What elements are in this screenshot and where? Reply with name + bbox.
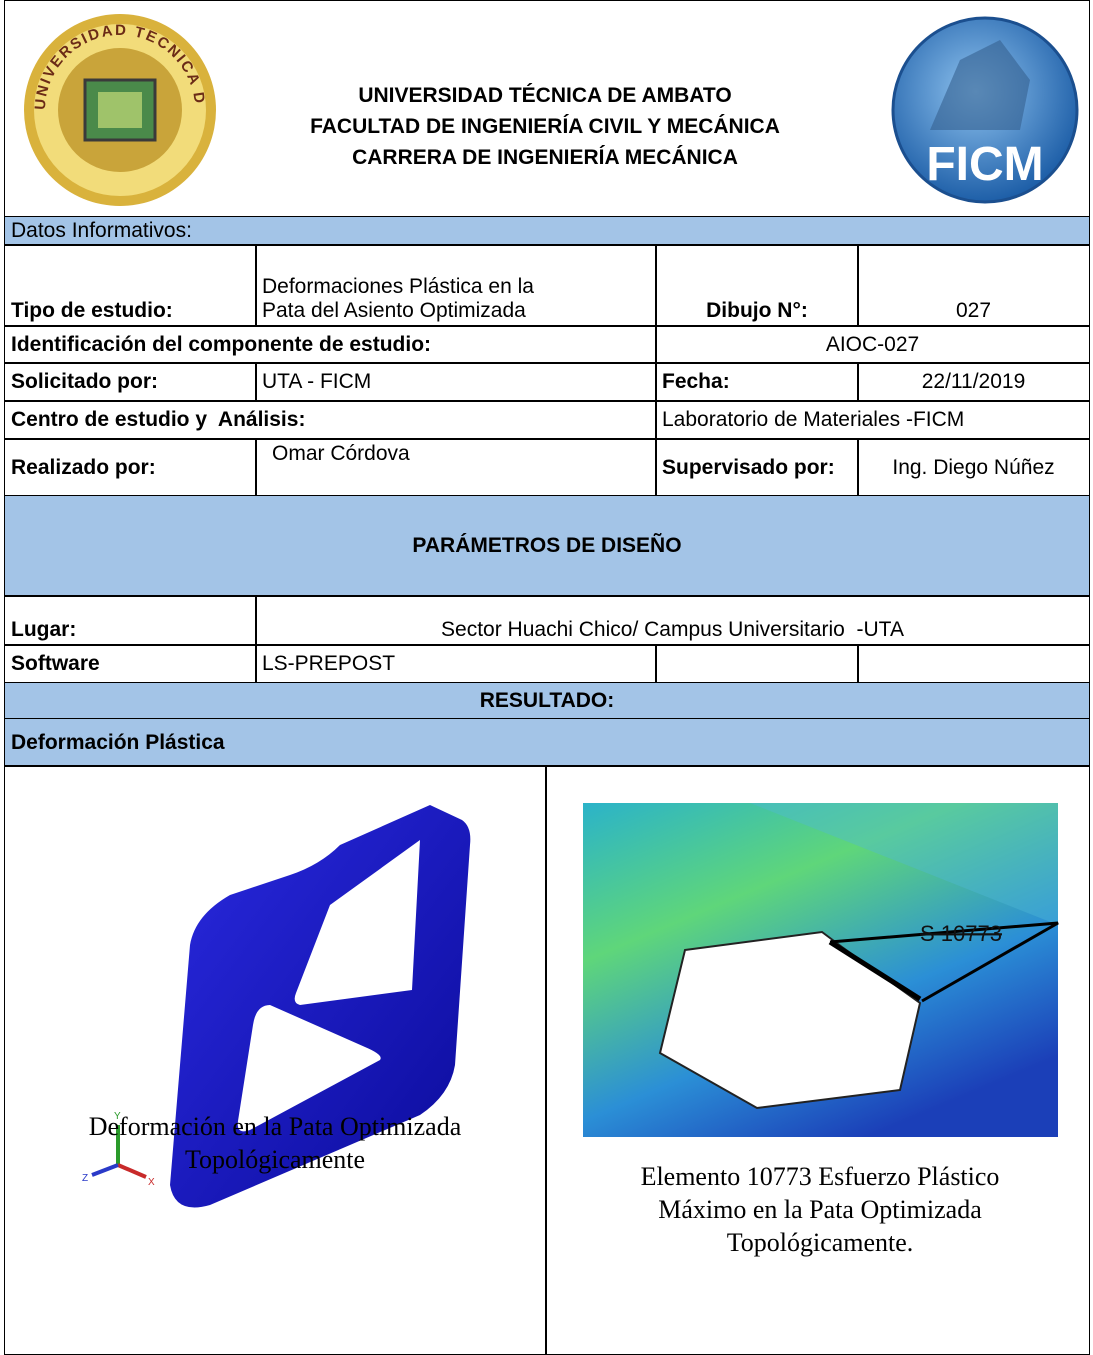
field-value: Ing. Diego Núñez	[857, 438, 1090, 497]
header-titles: UNIVERSIDAD TÉCNICA DE AMBATO FACULTAD D…	[230, 80, 860, 173]
section-header: RESULTADO:	[4, 682, 1090, 720]
field-value: Laboratorio de Materiales -FICM	[655, 400, 1090, 440]
header-line: UNIVERSIDAD TÉCNICA DE AMBATO	[358, 84, 732, 107]
field-label: Dibujo N°:	[655, 244, 859, 327]
section-header: PARÁMETROS DE DISEÑO	[4, 495, 1090, 597]
axis-label: Y	[114, 1111, 121, 1122]
university-seal: UNIVERSIDAD TECNICA DE AMBATO	[0, 0, 216, 206]
field-label: Fecha:	[655, 362, 859, 402]
field-value: Omar Córdova	[255, 438, 657, 497]
field-text: Deformaciones Plástica en la Pata del As…	[262, 275, 540, 322]
field-label: Solicitado por:	[4, 362, 257, 402]
stress-render: S 10773	[583, 803, 1059, 1137]
empty-cell	[655, 644, 859, 684]
axis-triad: Y Z X	[82, 1111, 155, 1188]
header-line: FACULTAD DE INGENIERÍA CIVIL Y MECÁNICA	[310, 115, 780, 138]
field-value: 027	[857, 244, 1090, 327]
field-value: Sector Huachi Chico/ Campus Universitari…	[255, 595, 1090, 646]
section-header: Datos Informativos:	[4, 216, 1090, 246]
field-label: Lugar:	[4, 595, 257, 646]
ficm-logo: FICM	[891, 16, 1079, 204]
logo-text: FICM	[926, 138, 1043, 191]
field-value: Deformaciones Plástica en la Pata del As…	[255, 244, 657, 327]
axis-label: X	[148, 1177, 155, 1188]
figure-caption: Deformación en la Pata Optimizada Topoló…	[88, 1112, 462, 1174]
field-label: Identificación del componente de estudio…	[4, 325, 657, 364]
field-value: LS-PREPOST	[255, 644, 657, 684]
empty-cell	[857, 644, 1090, 684]
field-value: 22/11/2019	[857, 362, 1090, 402]
field-label: Centro de estudio y Análisis:	[4, 400, 657, 440]
field-value: UTA - FICM	[255, 362, 657, 402]
figures: Y Z X S 10773	[82, 803, 1059, 1208]
field-label: Supervisado por:	[655, 438, 859, 497]
field-label: Software	[4, 644, 257, 684]
section-header: Deformación Plástica	[4, 718, 1090, 767]
figure-caption: Elemento 10773 Esfuerzo Plástico Máximo …	[640, 1162, 1000, 1257]
part-render	[170, 805, 471, 1208]
field-label: Tipo de estudio:	[4, 244, 257, 327]
axis-label: Z	[82, 1173, 88, 1184]
element-label: S 10773	[920, 921, 1002, 946]
header-line: CARRERA DE INGENIERÍA MECÁNICA	[352, 146, 738, 169]
field-label: Realizado por:	[4, 438, 257, 497]
header-graphics: UNIVERSIDAD TECNICA DE AMBATO FICM	[0, 0, 1079, 206]
field-value: AIOC-027	[655, 325, 1090, 364]
